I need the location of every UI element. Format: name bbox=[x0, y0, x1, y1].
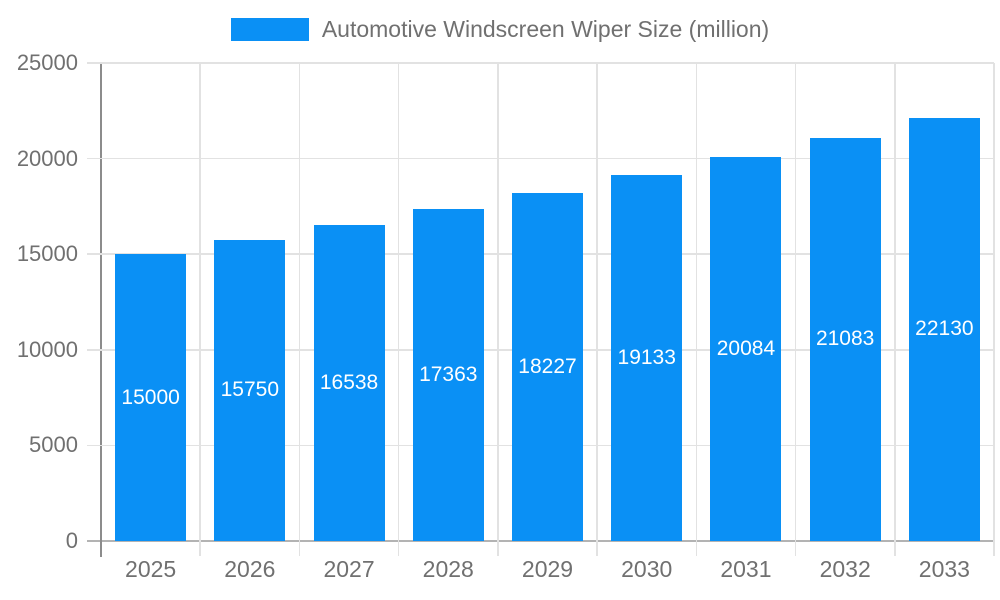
v-gridline bbox=[695, 63, 698, 556]
x-axis-tick-label: 2026 bbox=[224, 556, 276, 582]
x-axis-tick-label: 2032 bbox=[819, 556, 871, 582]
bar[interactable] bbox=[908, 117, 980, 541]
h-gridline bbox=[87, 157, 994, 160]
v-gridline bbox=[199, 63, 201, 556]
bar-value-label: 19133 bbox=[617, 346, 676, 370]
bar-value-label: 17363 bbox=[419, 363, 478, 386]
bar-value-label: 22130 bbox=[915, 317, 974, 341]
legend-swatch-icon bbox=[230, 17, 309, 41]
v-gridline bbox=[397, 63, 400, 556]
legend[interactable]: Automotive Windscreen Wiper Size (millio… bbox=[0, 16, 1000, 42]
h-gridline bbox=[87, 62, 994, 64]
y-axis-line bbox=[100, 63, 102, 557]
y-axis-tick-label: 5000 bbox=[29, 432, 78, 458]
bar-value-label: 18227 bbox=[518, 354, 577, 378]
y-axis-tick-label: 15000 bbox=[16, 241, 78, 267]
x-axis-tick-label: 2033 bbox=[918, 556, 970, 582]
bar[interactable] bbox=[809, 137, 881, 541]
bar-value-label: 15750 bbox=[220, 378, 280, 402]
bar-value-label: 16538 bbox=[319, 370, 379, 394]
legend-label: Automotive Windscreen Wiper Size (millio… bbox=[321, 15, 770, 42]
y-axis-tick-label: 20000 bbox=[16, 145, 78, 171]
v-gridline bbox=[894, 63, 896, 556]
x-axis-tick-label: 2025 bbox=[125, 556, 177, 582]
y-axis-tick-label: 25000 bbox=[16, 50, 78, 75]
bar[interactable] bbox=[115, 254, 187, 541]
v-gridline bbox=[497, 63, 499, 556]
v-gridline bbox=[794, 63, 797, 556]
x-axis-tick-label: 2028 bbox=[422, 556, 474, 582]
bar-value-label: 21083 bbox=[815, 327, 875, 351]
bar-value-label: 15000 bbox=[121, 385, 180, 409]
v-gridline bbox=[596, 63, 598, 556]
bar[interactable] bbox=[412, 209, 484, 541]
x-axis-tick-label: 2029 bbox=[521, 556, 574, 582]
x-axis-tick-label: 2031 bbox=[720, 556, 772, 582]
plot-area: 15000 15750 16538 17363 18227 19133 20084 21083… bbox=[87, 62, 995, 556]
y-axis-tick-label: 0 bbox=[65, 528, 78, 553]
bar[interactable] bbox=[611, 175, 683, 541]
y-axis-tick-label: 10000 bbox=[16, 336, 78, 362]
bar[interactable] bbox=[313, 224, 385, 541]
bar-value-label: 20084 bbox=[716, 336, 776, 360]
x-axis-tick-label: 2027 bbox=[323, 556, 375, 582]
bar[interactable] bbox=[214, 239, 286, 541]
x-axis-tick-label: 2030 bbox=[621, 556, 673, 582]
v-gridline bbox=[298, 63, 301, 556]
bar[interactable] bbox=[710, 157, 782, 541]
bar[interactable] bbox=[512, 192, 583, 541]
v-gridline bbox=[993, 63, 995, 556]
